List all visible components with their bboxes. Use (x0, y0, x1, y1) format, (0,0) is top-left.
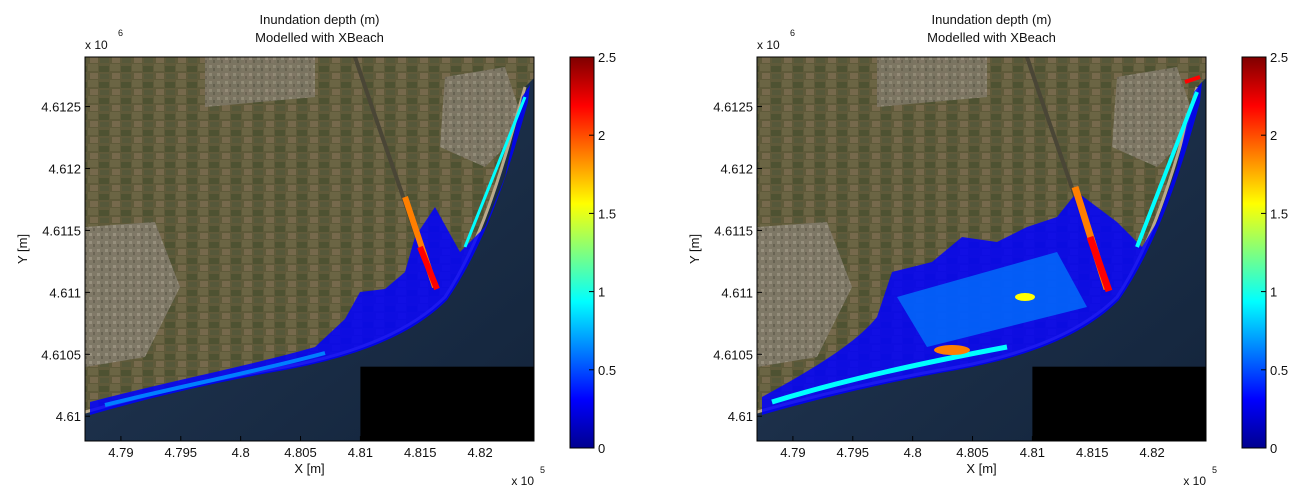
x-axis-label: X [m] (966, 461, 996, 476)
colorbar-tick-label: 1.5 (598, 206, 616, 221)
colorbar-tick-label: 1 (1270, 285, 1277, 300)
y-tick-label: 4.61 (728, 409, 753, 424)
y-tick-label: 4.6115 (42, 223, 81, 238)
y-tick-label: 4.61 (56, 409, 81, 424)
inundation-zone (90, 85, 530, 415)
y-tick-label: 4.612 (720, 161, 753, 176)
x-axis-label: X [m] (294, 461, 324, 476)
colorbar (569, 56, 595, 449)
x-tick-label: 4.82 (1139, 445, 1164, 460)
y-tick-label: 4.611 (721, 285, 753, 300)
y-axis-label: Y [m] (687, 234, 702, 264)
y-exponent-label: x 10 (757, 38, 780, 52)
colorbar-tick-label: 2.5 (598, 50, 616, 65)
no-data-region (1032, 366, 1206, 441)
x-tick-label: 4.815 (404, 445, 437, 460)
urban-area-north (205, 57, 315, 107)
y-tick-label: 4.612 (48, 161, 81, 176)
x-tick-label: 4.815 (1076, 445, 1109, 460)
y-tick-label: 4.6115 (714, 223, 753, 238)
inundation-north-point (1184, 75, 1201, 84)
colorbar-tick-label: 2 (598, 128, 605, 143)
x-tick-label: 4.81 (1020, 445, 1045, 460)
chart-title: Inundation depth (m) (260, 12, 380, 27)
x-exponent-power: 5 (1212, 465, 1217, 475)
colorbar-tick-label: 2.5 (1270, 50, 1288, 65)
x-tick-label: 4.82 (467, 445, 492, 460)
inundation-patch-mid (897, 252, 1087, 347)
y-tick-label: 4.611 (49, 285, 81, 300)
axes-frame (756, 56, 1207, 442)
chart-subtitle: Modelled with XBeach (927, 30, 1056, 45)
urban-area-north (877, 57, 987, 107)
sea (757, 57, 1206, 441)
inundation-channel-deep (1086, 235, 1113, 293)
colorbar (1241, 56, 1267, 449)
x-tick-label: 4.79 (780, 445, 805, 460)
inundation-channel-deep (417, 245, 440, 291)
inundation-coast-strip (463, 96, 527, 248)
colorbar-tick-label: 0.5 (598, 363, 616, 378)
y-exponent-power: 6 (118, 28, 123, 38)
y-exponent-label: x 10 (85, 38, 108, 52)
x-tick-label: 4.805 (284, 445, 317, 460)
urban-area-west (757, 222, 852, 367)
map-area (85, 57, 534, 441)
inundation-zone (762, 82, 1202, 415)
chart-title: Inundation depth (m) (932, 12, 1052, 27)
x-tick-label: 4.805 (956, 445, 989, 460)
y-tick-label: 4.6125 (713, 100, 753, 115)
y-tick-label: 4.6125 (41, 100, 81, 115)
x-exponent-label: x 10 (1183, 474, 1206, 485)
axes-frame (84, 56, 535, 442)
inundation-hotspot (934, 345, 970, 355)
urban-area-east (440, 67, 525, 167)
urban-area-west (85, 222, 180, 367)
inundation-band-shallow (771, 344, 1008, 405)
inundation-coast-strip (1135, 91, 1199, 248)
panel-2: 4.79 4.795 4.8 4.805 4.81 4.815 4.82 4.61 4.6105… (687, 12, 1288, 485)
colorbar-tick-label: 2 (1270, 128, 1277, 143)
colorbar-tick-label: 1 (598, 285, 605, 300)
x-tick-label: 4.795 (165, 445, 198, 460)
x-tick-label: 4.8 (232, 445, 250, 460)
x-tick-label: 4.81 (348, 445, 373, 460)
x-tick-label: 4.795 (837, 445, 870, 460)
map-area (757, 57, 1206, 441)
inundation-band-shallow (104, 351, 326, 407)
x-exponent-label: x 10 (511, 474, 534, 485)
colorbar-tick-label: 0 (598, 441, 605, 456)
colorbar-tick-label: 0 (1270, 441, 1277, 456)
chart-subtitle: Modelled with XBeach (255, 30, 384, 45)
sea (85, 57, 534, 441)
x-tick-label: 4.8 (904, 445, 922, 460)
no-data-region (360, 366, 534, 441)
inundation-hotspot-2 (1015, 293, 1035, 301)
colorbar-tick-label: 1.5 (1270, 206, 1288, 221)
colorbar-tick-label: 0.5 (1270, 363, 1288, 378)
panel-1: 4.79 4.795 4.8 4.805 4.81 4.815 4.82 4.61 4.6105… (15, 12, 616, 485)
y-exponent-power: 6 (790, 28, 795, 38)
x-tick-label: 4.79 (108, 445, 133, 460)
y-tick-label: 4.6105 (713, 347, 753, 362)
x-exponent-power: 5 (540, 465, 545, 475)
y-axis-label: Y [m] (15, 234, 30, 264)
y-tick-label: 4.6105 (41, 347, 81, 362)
